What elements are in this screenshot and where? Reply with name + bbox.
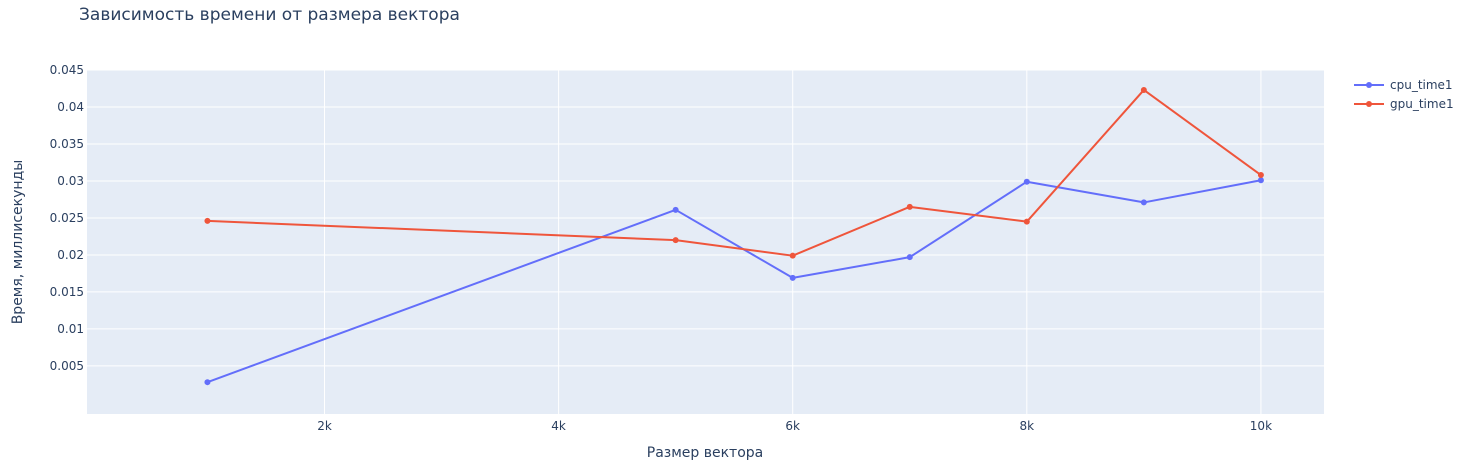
data-point xyxy=(1140,86,1147,93)
x-tick-label: 2k xyxy=(317,419,332,433)
legend-label: cpu_time1 xyxy=(1390,78,1453,92)
x-tick-label: 10k xyxy=(1250,419,1272,433)
data-point xyxy=(204,379,211,386)
data-point xyxy=(1023,178,1030,185)
data-point xyxy=(1257,177,1264,184)
series-layer xyxy=(204,86,1264,386)
y-tick-label: 0.01 xyxy=(57,322,84,336)
x-tick-label: 4k xyxy=(551,419,566,433)
legend[interactable]: cpu_time1 gpu_time1 xyxy=(1354,78,1454,111)
y-tick-label: 0.005 xyxy=(50,359,84,373)
data-point xyxy=(1023,218,1030,225)
y-axis-ticks: 0.005 0.01 0.015 0.02 0.025 0.03 0.035 0.04 0.04… xyxy=(50,63,84,373)
data-point xyxy=(1140,199,1147,206)
grid-lines xyxy=(87,69,1324,414)
legend-item-cpu_time1[interactable]: cpu_time1 xyxy=(1354,78,1453,92)
legend-item-gpu_time1[interactable]: gpu_time1 xyxy=(1354,97,1454,111)
x-tick-label: 8k xyxy=(1020,419,1035,433)
y-tick-label: 0.02 xyxy=(57,248,84,262)
y-axis-title: Время, миллисекунды xyxy=(10,160,26,325)
y-tick-label: 0.025 xyxy=(50,211,84,225)
chart-title: Зависимость времени от размера вектора xyxy=(79,5,460,25)
data-point xyxy=(204,217,211,224)
data-point xyxy=(789,252,796,259)
legend-label: gpu_time1 xyxy=(1390,97,1454,111)
y-tick-label: 0.04 xyxy=(57,100,84,114)
x-axis-title: Размер вектора xyxy=(647,445,763,461)
data-point xyxy=(906,203,913,210)
legend-marker-icon xyxy=(1366,82,1372,88)
x-tick-label: 6k xyxy=(785,419,800,433)
series-gpu_time1 xyxy=(204,86,1264,259)
data-point xyxy=(672,206,679,213)
x-axis-ticks: 2k 4k 6k 8k 10k xyxy=(317,419,1272,433)
y-tick-label: 0.035 xyxy=(50,137,84,151)
plot-area xyxy=(87,70,1324,414)
y-tick-label: 0.045 xyxy=(50,63,84,77)
data-point xyxy=(1257,172,1264,179)
data-point xyxy=(789,274,796,281)
y-tick-label: 0.03 xyxy=(57,174,84,188)
y-tick-label: 0.015 xyxy=(50,285,84,299)
data-point xyxy=(906,254,913,261)
legend-marker-icon xyxy=(1366,101,1372,107)
data-point xyxy=(672,237,679,244)
series-cpu_time1 xyxy=(204,177,1264,386)
